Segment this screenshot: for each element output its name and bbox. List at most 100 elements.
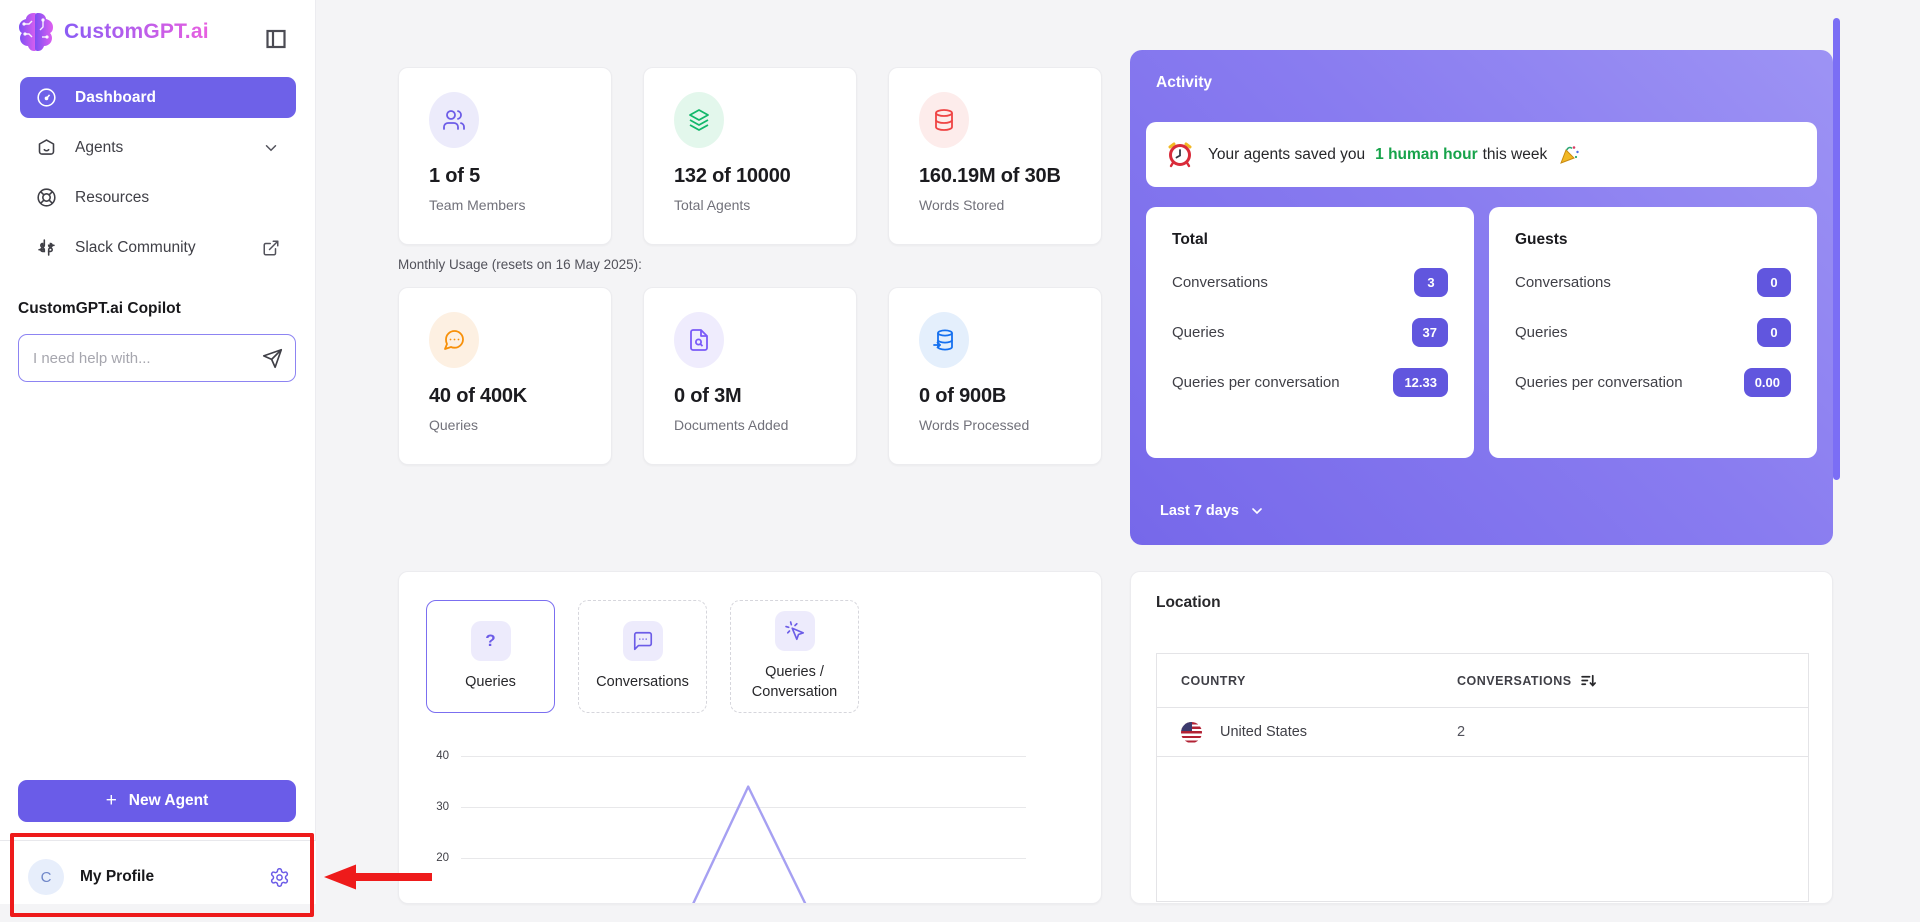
copilot-input[interactable] <box>33 349 262 367</box>
stat-label: Team Members <box>429 197 526 213</box>
y-axis-tick: 20 <box>436 852 449 864</box>
sidebar-item-label: Resources <box>75 188 150 206</box>
date-range-selector[interactable]: Last 7 days <box>1160 503 1265 519</box>
gauge-icon <box>37 88 56 107</box>
stat-label: Words Processed <box>919 417 1030 433</box>
database-icon <box>919 92 969 148</box>
copilot-title: CustomGPT.ai Copilot <box>18 300 181 317</box>
table-header-row: COUNTRY CONVERSATIONS <box>1157 654 1808 708</box>
sidebar-item-label: Agents <box>75 138 124 156</box>
metric-row: Queries per conversation 12.33 <box>1172 365 1448 399</box>
metric-badge: 0.00 <box>1743 367 1791 397</box>
stat-label: Total Agents <box>674 197 751 213</box>
column-header-conversations[interactable]: CONVERSATIONS <box>1457 672 1808 689</box>
savings-prefix: Your agents saved you <box>1208 145 1366 163</box>
stat-card-words-stored: 160.19M of 30B Words Stored <box>888 67 1102 245</box>
sidebar-collapse-button[interactable] <box>264 25 292 53</box>
sidebar-item-dashboard[interactable]: Dashboard <box>20 77 296 118</box>
country-cell: United States <box>1157 721 1457 743</box>
total-card: Total Conversations 3 Queries 37 Queries… <box>1146 207 1474 458</box>
brand-logo[interactable]: CustomGPT.ai <box>16 10 209 54</box>
tab-queries[interactable]: ? Queries <box>426 600 555 713</box>
sidebar-item-label: Slack Community <box>75 238 196 256</box>
gridline-30 <box>461 807 1026 808</box>
savings-suffix: this week <box>1482 145 1548 163</box>
database-import-icon <box>919 312 969 368</box>
panel-left-icon <box>264 27 292 51</box>
send-button[interactable] <box>262 348 283 369</box>
monthly-usage-row: 40 of 400K Queries 0 of 3M Documents Add… <box>398 287 1102 465</box>
metric-badge: 12.33 <box>1393 367 1448 397</box>
activity-panel: Activity Your agents saved you 1 human h… <box>1130 50 1833 545</box>
users-icon <box>429 92 479 148</box>
guests-card: Guests Conversations 0 Queries 0 Queries… <box>1489 207 1817 458</box>
brain-logo-icon <box>16 10 56 54</box>
alarm-clock-icon <box>1166 141 1194 169</box>
external-link-icon <box>263 240 279 255</box>
stat-label: Words Stored <box>919 197 1005 213</box>
activity-metric-cards: Total Conversations 3 Queries 37 Queries… <box>1146 207 1817 458</box>
country-name: United States <box>1220 724 1308 740</box>
activity-title: Activity <box>1156 74 1212 91</box>
profile-row[interactable]: C My Profile <box>28 859 290 895</box>
cursor-click-icon <box>774 610 815 651</box>
tab-conversations[interactable]: Conversations <box>578 600 707 713</box>
sidebar-item-slack-community[interactable]: Slack Community <box>20 227 296 268</box>
gridline-40 <box>461 756 1026 757</box>
metric-label: Queries <box>1172 323 1225 341</box>
chart-tabs: ? Queries Conversations Queries / Conver… <box>426 600 859 713</box>
savings-banner: Your agents saved you 1 human hour this … <box>1146 122 1817 187</box>
stat-card-team-members: 1 of 5 Team Members <box>398 67 612 245</box>
y-axis-tick: 40 <box>436 750 449 762</box>
metric-row: Conversations 3 <box>1172 265 1448 299</box>
stat-value: 1 of 5 <box>429 165 481 187</box>
stat-card-documents-added: 0 of 3M Documents Added <box>643 287 857 465</box>
sidebar-item-label: Dashboard <box>75 88 156 106</box>
usage-chart-card: ? Queries Conversations Queries / Conver… <box>398 571 1102 904</box>
column-header-label: CONVERSATIONS <box>1457 673 1572 688</box>
agents-icon <box>38 139 55 155</box>
table-row[interactable]: United States 2 <box>1157 708 1808 757</box>
stat-value: 132 of 10000 <box>674 165 791 187</box>
chevron-down-icon <box>1252 508 1262 515</box>
savings-text: Your agents saved you 1 human hour this … <box>1208 144 1580 166</box>
sidebar-item-agents[interactable]: Agents <box>20 127 296 168</box>
guests-title: Guests <box>1515 231 1568 248</box>
life-buoy-icon <box>37 188 56 207</box>
slack-icon <box>38 239 55 256</box>
profile-label: My Profile <box>80 868 155 885</box>
metric-label: Queries <box>1515 323 1568 341</box>
metric-row: Queries 0 <box>1515 315 1791 349</box>
column-header-country: COUNTRY <box>1181 673 1246 688</box>
stat-value: 160.19M of 30B <box>919 165 1061 187</box>
stat-value: 0 of 900B <box>919 385 1007 407</box>
sort-descending-icon[interactable] <box>1580 672 1597 689</box>
sidebar-item-resources[interactable]: Resources <box>20 177 296 218</box>
sidebar: CustomGPT.ai Dashboard Agents Resources <box>0 0 316 904</box>
tab-queries-per-conversation[interactable]: Queries / Conversation <box>730 600 859 713</box>
chat-bubble-icon <box>429 312 479 368</box>
profile-section: C My Profile <box>0 840 316 904</box>
stat-card-queries: 40 of 400K Queries <box>398 287 612 465</box>
metric-badge: 3 <box>1414 267 1448 297</box>
tab-label: Queries <box>465 673 516 690</box>
plus-icon: + <box>105 790 117 811</box>
conversations-cell: 2 <box>1457 724 1466 740</box>
metric-row: Queries per conversation 0.00 <box>1515 365 1791 399</box>
queries-line <box>692 785 807 903</box>
tab-label: Queries / Conversation <box>751 663 838 700</box>
gear-icon[interactable] <box>269 867 290 888</box>
scrollbar-thumb[interactable] <box>1833 18 1840 480</box>
metric-row: Conversations 0 <box>1515 265 1791 299</box>
metric-label: Queries per conversation <box>1172 373 1340 391</box>
date-range-label: Last 7 days <box>1160 503 1239 519</box>
us-flag-icon <box>1181 721 1202 743</box>
stat-card-words-processed: 0 of 900B Words Processed <box>888 287 1102 465</box>
new-agent-button[interactable]: + New Agent <box>18 780 296 822</box>
location-table: COUNTRY CONVERSATIONS United States 2 <box>1156 653 1809 902</box>
stat-card-total-agents: 132 of 10000 Total Agents <box>643 67 857 245</box>
metric-label: Conversations <box>1515 273 1611 291</box>
copilot-input-wrap <box>18 334 296 382</box>
total-title: Total <box>1172 231 1208 248</box>
